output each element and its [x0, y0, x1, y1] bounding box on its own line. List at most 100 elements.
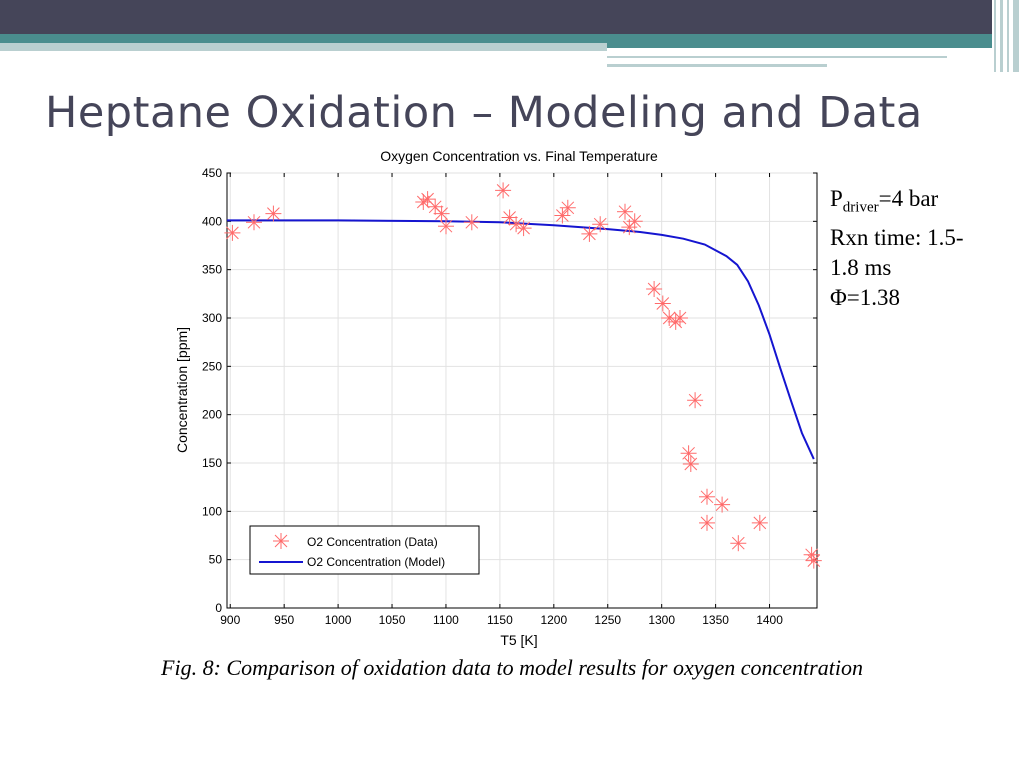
- chart: Oxygen Concentration vs. Final Temperatu…: [174, 148, 822, 648]
- data-point: [654, 295, 671, 312]
- data-point-stroke: [439, 219, 453, 233]
- data-point-stroke: [517, 221, 530, 235]
- data-point-stroke: [662, 311, 676, 325]
- x-tick-label: 1350: [702, 613, 729, 627]
- data-point-stroke: [647, 282, 661, 296]
- data-point: [495, 182, 512, 199]
- data-point-stroke: [715, 498, 729, 511]
- data-point: [433, 205, 450, 222]
- data-point-stroke: [673, 311, 687, 325]
- x-tick-label: 1000: [325, 613, 352, 627]
- data-point-stroke: [496, 184, 510, 197]
- data-point: [581, 225, 598, 242]
- data-point-stroke: [700, 516, 714, 530]
- header-banner-corner: [992, 0, 1024, 72]
- data-point: [438, 218, 454, 235]
- y-tick-label: 250: [202, 359, 222, 373]
- data-point: [682, 456, 699, 472]
- y-tick-label: 400: [202, 214, 222, 228]
- chart-title: Oxygen Concentration vs. Final Temperatu…: [380, 148, 658, 164]
- pressure-subscript: driver: [842, 199, 879, 216]
- data-point-stroke: [628, 214, 642, 228]
- pressure-value: =4 bar: [878, 186, 939, 211]
- data-point: [699, 488, 715, 505]
- x-tick-label: 1200: [540, 613, 567, 627]
- model-series: [227, 219, 815, 460]
- legend-label-model: O2 Concentration (Model): [307, 555, 445, 569]
- data-point-stroke: [583, 227, 596, 241]
- header-banner-bar: [1007, 0, 1009, 72]
- x-tick-label: 950: [274, 613, 294, 627]
- data-point: [687, 392, 704, 409]
- x-tick-label: 1300: [648, 613, 675, 627]
- pressure-symbol: P: [830, 186, 843, 211]
- reaction-time-line1: Rxn time: 1.5-: [830, 224, 964, 250]
- data-point-stroke: [618, 205, 632, 219]
- data-point-stroke: [465, 215, 479, 229]
- x-tick-label: 1100: [433, 613, 459, 627]
- data-point: [265, 205, 282, 222]
- x-tick-label: 1050: [379, 613, 406, 627]
- y-tick-label: 350: [202, 263, 222, 277]
- y-tick-label: 300: [202, 311, 222, 325]
- y-tick-label: 0: [215, 601, 222, 615]
- experiment-conditions: Pdriver=4 bar Rxn time: 1.5- 1.8 ms Φ=1.…: [830, 184, 1020, 313]
- data-point-stroke: [435, 207, 448, 220]
- data-point: [714, 496, 731, 513]
- data-point-stroke: [684, 457, 698, 471]
- x-tick-label: 1150: [487, 613, 513, 627]
- data-point-stroke: [656, 297, 670, 310]
- data-point: [699, 514, 715, 531]
- y-tick-label: 50: [209, 553, 223, 567]
- data-point-stroke: [593, 217, 607, 231]
- header-banner-stripe: [607, 34, 1001, 48]
- data-point-stroke: [226, 226, 239, 240]
- data-point-stroke: [807, 554, 821, 567]
- data-point-stroke: [805, 548, 818, 562]
- data-point-stroke: [700, 490, 714, 504]
- data-point: [672, 310, 688, 326]
- y-axis-label: Concentration [ppm]: [174, 327, 190, 453]
- data-point: [805, 552, 822, 569]
- data-point: [246, 214, 262, 231]
- figure-caption: Fig. 8: Comparison of oxidation data to …: [161, 655, 863, 680]
- data-point-stroke: [428, 200, 442, 214]
- data-point: [592, 216, 609, 233]
- axis-ticks: 0 50 100 150 200 250 300 350 400 450 900 950 1000 105…: [202, 166, 817, 627]
- y-tick-label: 450: [202, 166, 222, 180]
- x-tick-label: 1250: [594, 613, 621, 627]
- data-point-stroke: [267, 207, 280, 220]
- legend: O2 Concentration (Data) O2 Concentration…: [249, 525, 480, 575]
- data-point: [224, 224, 241, 241]
- legend-label-data: O2 Concentration (Data): [307, 535, 438, 549]
- legend-data-marker: [273, 533, 289, 549]
- header-banner-light: [0, 43, 1024, 51]
- data-point-stroke: [556, 209, 569, 222]
- data-point-stroke: [731, 536, 745, 550]
- data-point: [680, 445, 697, 462]
- header-banner-teal: [0, 34, 1024, 43]
- data-point: [463, 214, 480, 231]
- data-point-stroke: [753, 516, 767, 530]
- data-point: [515, 220, 532, 237]
- header-banner-bar: [1000, 0, 1003, 72]
- header-banner-stripe: [607, 56, 947, 58]
- data-point-stroke: [503, 211, 516, 224]
- y-tick-label: 150: [202, 456, 222, 470]
- driver-pressure: Pdriver=4 bar: [830, 184, 1020, 223]
- data-point-stroke: [421, 192, 434, 206]
- data-point: [559, 199, 576, 216]
- data-point-stroke: [561, 201, 575, 215]
- header-banner-dark: [0, 0, 1024, 34]
- y-tick-label: 100: [202, 504, 222, 518]
- x-axis-label: T5 [K]: [500, 632, 537, 648]
- data-point: [501, 209, 518, 226]
- y-tick-label: 200: [202, 408, 222, 422]
- data-point-stroke: [688, 393, 702, 407]
- header-banner-stripe: [607, 64, 827, 67]
- legend-box: [249, 525, 480, 575]
- data-point: [730, 535, 747, 552]
- reaction-time-line2: 1.8 ms: [830, 254, 892, 280]
- header-banner-bar: [994, 0, 996, 72]
- equivalence-ratio: Φ=1.38: [830, 284, 901, 310]
